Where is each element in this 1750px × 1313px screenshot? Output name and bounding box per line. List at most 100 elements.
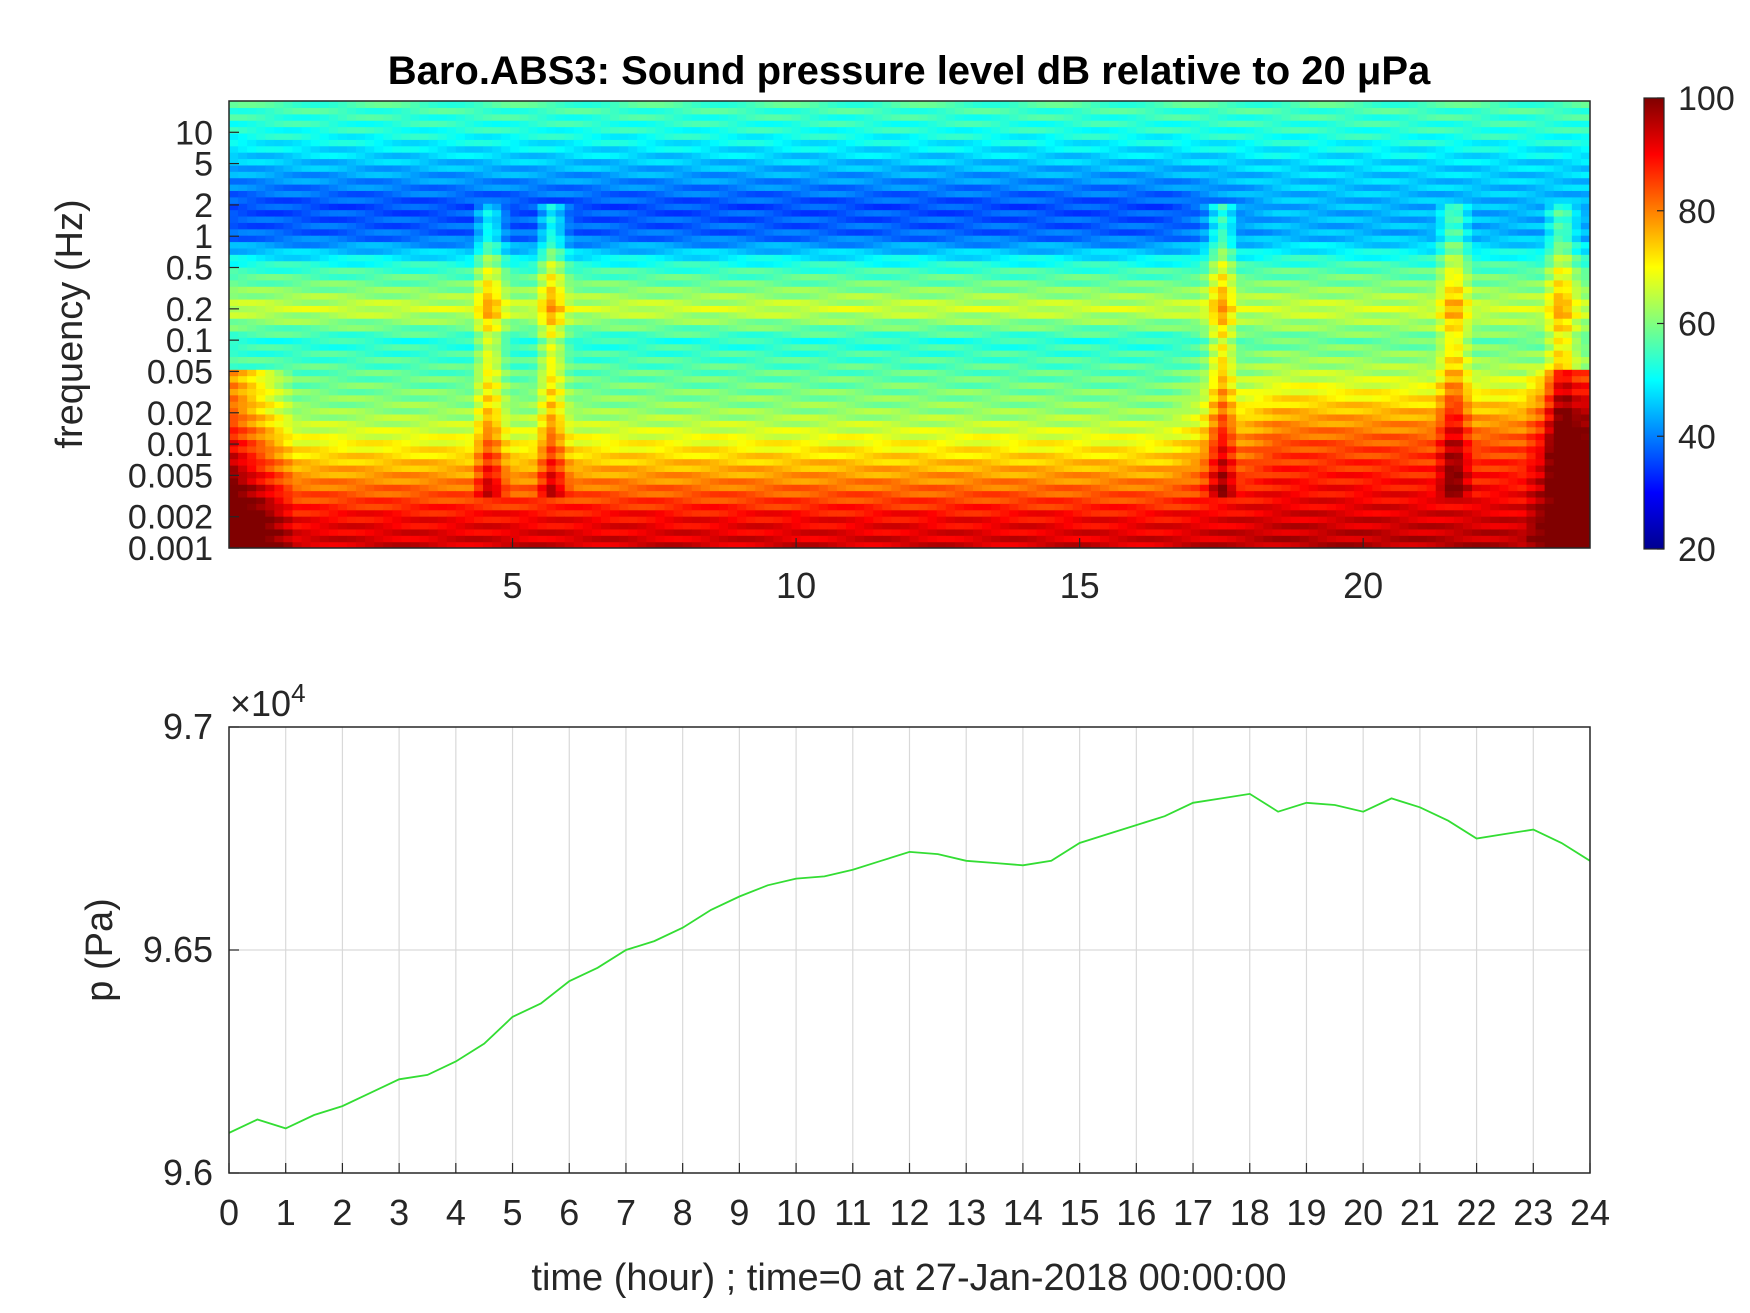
spectrogram-cell — [519, 286, 530, 294]
spectrogram-cell — [410, 190, 421, 198]
spectrogram-cell — [492, 407, 502, 415]
spectrogram-cell — [664, 177, 675, 185]
spectrogram-cell — [546, 343, 557, 351]
spectrogram-cell — [709, 228, 720, 236]
spectrogram-cell — [464, 196, 475, 204]
spectrogram-cell — [728, 343, 738, 351]
spectrogram-cell — [619, 509, 629, 517]
spectrogram-cell — [864, 471, 874, 479]
spectrogram-cell — [546, 305, 557, 313]
spectrogram-cell — [419, 254, 430, 262]
spectrogram-cell — [365, 318, 375, 326]
spectrogram-cell — [483, 522, 493, 530]
spectrogram-cell — [664, 292, 675, 300]
spectrogram-cell — [873, 426, 883, 434]
spectrogram-cell — [419, 228, 430, 236]
spectrogram-cell — [827, 420, 838, 428]
spectrogram-cell — [691, 535, 702, 543]
spectrogram-cell — [292, 407, 303, 415]
spectrogram-cell — [564, 528, 575, 536]
spectrogram-cell — [845, 324, 856, 332]
spectrogram-cell — [437, 311, 448, 319]
spectrogram-cell — [537, 522, 548, 530]
spectrogram-cell — [519, 190, 530, 198]
spectrogram-cell — [737, 318, 747, 326]
spectrogram-cell — [773, 522, 784, 530]
spectrogram-cell — [428, 203, 439, 211]
spectrogram-cell — [446, 356, 457, 364]
spectrogram-cell — [818, 362, 829, 370]
spectrogram-cell — [374, 126, 384, 134]
spectrogram-cell — [818, 484, 829, 492]
spectrogram-cell — [827, 356, 838, 364]
spectrogram-cell — [492, 541, 502, 548]
spectrogram-cell — [573, 528, 584, 536]
spectrogram-cell — [573, 292, 584, 300]
spectrogram-cell — [383, 164, 393, 172]
spectrogram-cell — [446, 471, 457, 479]
spectrogram-cell — [492, 145, 502, 153]
spectrogram-cell — [664, 184, 675, 191]
spectrogram-cell — [265, 241, 275, 249]
spectrogram-cell — [419, 209, 430, 217]
spectrogram-cell — [446, 401, 457, 409]
spectrogram-cell — [292, 330, 303, 338]
spectrogram-cell — [365, 343, 375, 351]
spectrogram-cell — [537, 126, 548, 134]
spectrogram-cell — [855, 222, 865, 230]
spectrogram-cell — [455, 235, 466, 243]
spectrogram-cell — [446, 209, 457, 217]
spectrogram-cell — [392, 375, 402, 383]
spectrogram-cell — [709, 433, 720, 441]
spectrogram-cell — [301, 279, 312, 287]
spectrogram-cell — [292, 413, 303, 421]
spectrogram-cell — [383, 477, 393, 485]
spectrogram-cell — [610, 407, 620, 415]
spectrogram-cell — [755, 381, 765, 389]
spectrogram-cell — [229, 318, 239, 326]
spectrogram-cell — [655, 254, 666, 262]
spectrogram-cell — [247, 375, 257, 383]
spectrogram-cell — [419, 541, 430, 548]
spectrogram-cell — [437, 445, 448, 453]
spectrogram-cell — [419, 164, 430, 172]
spectrogram-cell — [718, 318, 729, 326]
spectrogram-cell — [537, 330, 548, 338]
spectrogram-cell — [764, 516, 774, 524]
spectrogram-cell — [582, 279, 593, 287]
spectrogram-cell — [855, 439, 865, 447]
spectrogram-cell — [247, 401, 257, 409]
spectrogram-cell — [510, 490, 520, 498]
spectrogram-cell — [483, 407, 493, 415]
spectrogram-cell — [546, 464, 557, 472]
spectrogram-cell — [537, 152, 548, 160]
spectrogram-cell — [791, 139, 802, 147]
spectrogram-cell — [637, 196, 647, 204]
spectrogram-cell — [628, 330, 638, 338]
spectrogram-cell — [337, 171, 348, 179]
spectrogram-cell — [247, 426, 257, 434]
spectrogram-cell — [864, 164, 874, 172]
spectrogram-cell — [537, 471, 548, 479]
spectrogram-cell — [446, 260, 457, 268]
spectrogram-cell — [718, 107, 729, 115]
spectrogram-cell — [492, 496, 502, 504]
spectrogram-cell — [337, 132, 348, 140]
spectrogram-cell — [709, 528, 720, 536]
spectrogram-cell — [836, 522, 847, 530]
spectrogram-cell — [573, 509, 584, 517]
spectrogram-cell — [283, 503, 294, 511]
spectrogram-cell — [855, 541, 865, 548]
spectrogram-cell — [855, 190, 865, 198]
spectrogram-cell — [782, 445, 793, 453]
spectrogram-cell — [510, 228, 520, 236]
spectrogram-cell — [564, 477, 575, 485]
spectrogram-cell — [492, 401, 502, 409]
spectrogram-cell — [655, 247, 666, 255]
spectrogram-cell — [274, 490, 285, 498]
spectrogram-cell — [673, 490, 684, 498]
spectrogram-cell — [356, 452, 366, 460]
spectrogram-cell — [655, 196, 666, 204]
spectrogram-cell — [356, 311, 366, 319]
spectrogram-cell — [292, 369, 303, 377]
